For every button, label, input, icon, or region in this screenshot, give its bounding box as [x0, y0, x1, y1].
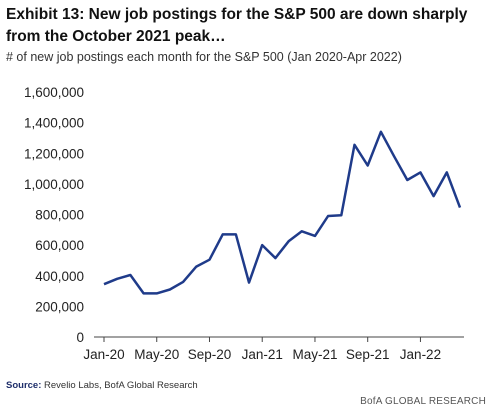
source-note: Source: Revelio Labs, BofA Global Resear… [6, 380, 198, 391]
x-tick-label: Jan-21 [242, 347, 283, 362]
series-group [103, 130, 462, 295]
y-tick-label: 800,000 [35, 208, 84, 223]
source-text: Revelio Labs, BofA Global Research [44, 380, 198, 391]
y-tick-label: 1,600,000 [24, 85, 84, 100]
y-tick-label: 600,000 [35, 238, 84, 253]
chart-title: Exhibit 13: New job postings for the S&P… [6, 6, 468, 45]
y-tick-label: 400,000 [35, 269, 84, 284]
y-axis-ticks: 0 200,000 400,000 600,000 800,000 1,000,000 1,… [24, 85, 84, 345]
x-axis-ticks: Jan-20 May-20 Sep-20 Jan-21 May-21 Sep-21 Jan-… [83, 337, 441, 362]
x-tick-label: Sep-20 [188, 347, 232, 362]
y-tick-label: 0 [76, 330, 84, 345]
x-tick-label: May-21 [292, 347, 337, 362]
y-tick-label: 1,000,000 [24, 177, 84, 192]
chart-subtitle: # of new job postings each month for the… [6, 50, 402, 64]
y-tick-label: 1,200,000 [24, 146, 84, 161]
brand-footer: BofA GLOBAL RESEARCH [360, 396, 486, 407]
x-tick-label: Sep-21 [346, 347, 390, 362]
y-tick-label: 1,400,000 [24, 116, 84, 131]
x-tick-label: Jan-22 [400, 347, 441, 362]
y-tick-label: 200,000 [35, 299, 84, 314]
x-tick-label: May-20 [134, 347, 179, 362]
series-line [103, 130, 462, 295]
source-label: Source: [6, 380, 42, 391]
x-tick-label: Jan-20 [83, 347, 124, 362]
